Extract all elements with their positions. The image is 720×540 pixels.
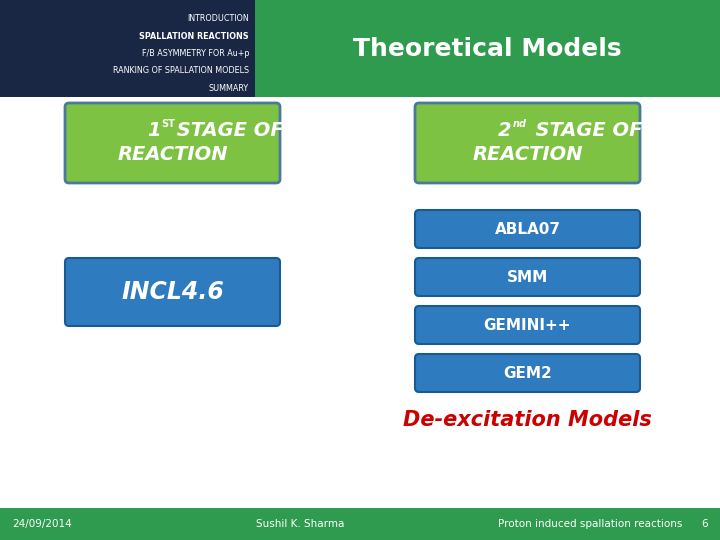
FancyBboxPatch shape [65, 258, 280, 326]
Text: Theoretical Models: Theoretical Models [354, 37, 622, 60]
FancyBboxPatch shape [415, 258, 640, 296]
Text: REACTION: REACTION [117, 145, 228, 165]
Text: SUMMARY: SUMMARY [209, 84, 249, 93]
FancyBboxPatch shape [415, 354, 640, 392]
Text: GEM2: GEM2 [503, 366, 552, 381]
Text: 6: 6 [701, 519, 708, 529]
Bar [255, 0, 720, 97]
Text: Proton induced spallation reactions: Proton induced spallation reactions [498, 519, 682, 529]
Text: Sushil K. Sharma: Sushil K. Sharma [256, 519, 344, 529]
Bar [0, 0, 255, 97]
Text: STAGE OF: STAGE OF [523, 122, 643, 140]
FancyBboxPatch shape [415, 306, 640, 344]
Bar [0, 508, 720, 540]
Text: 24/09/2014: 24/09/2014 [12, 519, 72, 529]
Text: 1: 1 [147, 122, 161, 140]
Text: ABLA07: ABLA07 [495, 221, 560, 237]
Text: GEMINI++: GEMINI++ [484, 318, 571, 333]
Text: REACTION: REACTION [472, 145, 582, 165]
FancyBboxPatch shape [65, 103, 280, 183]
Bar [0, 97, 720, 508]
Text: nd: nd [513, 119, 526, 129]
Text: STAGE OF: STAGE OF [169, 122, 283, 140]
Text: INTRODUCTION: INTRODUCTION [187, 14, 249, 23]
Text: INCL4.6: INCL4.6 [121, 280, 224, 304]
FancyBboxPatch shape [415, 103, 640, 183]
Text: De-excitation Models: De-excitation Models [403, 410, 652, 430]
FancyBboxPatch shape [415, 210, 640, 248]
Text: RANKING OF SPALLATION MODELS: RANKING OF SPALLATION MODELS [113, 66, 249, 76]
Text: F/B ASYMMETRY FOR Au+p: F/B ASYMMETRY FOR Au+p [142, 49, 249, 58]
Text: SPALLATION REACTIONS: SPALLATION REACTIONS [140, 32, 249, 40]
Text: 2: 2 [498, 122, 511, 140]
Text: SMM: SMM [507, 269, 548, 285]
Text: ST: ST [161, 119, 176, 129]
